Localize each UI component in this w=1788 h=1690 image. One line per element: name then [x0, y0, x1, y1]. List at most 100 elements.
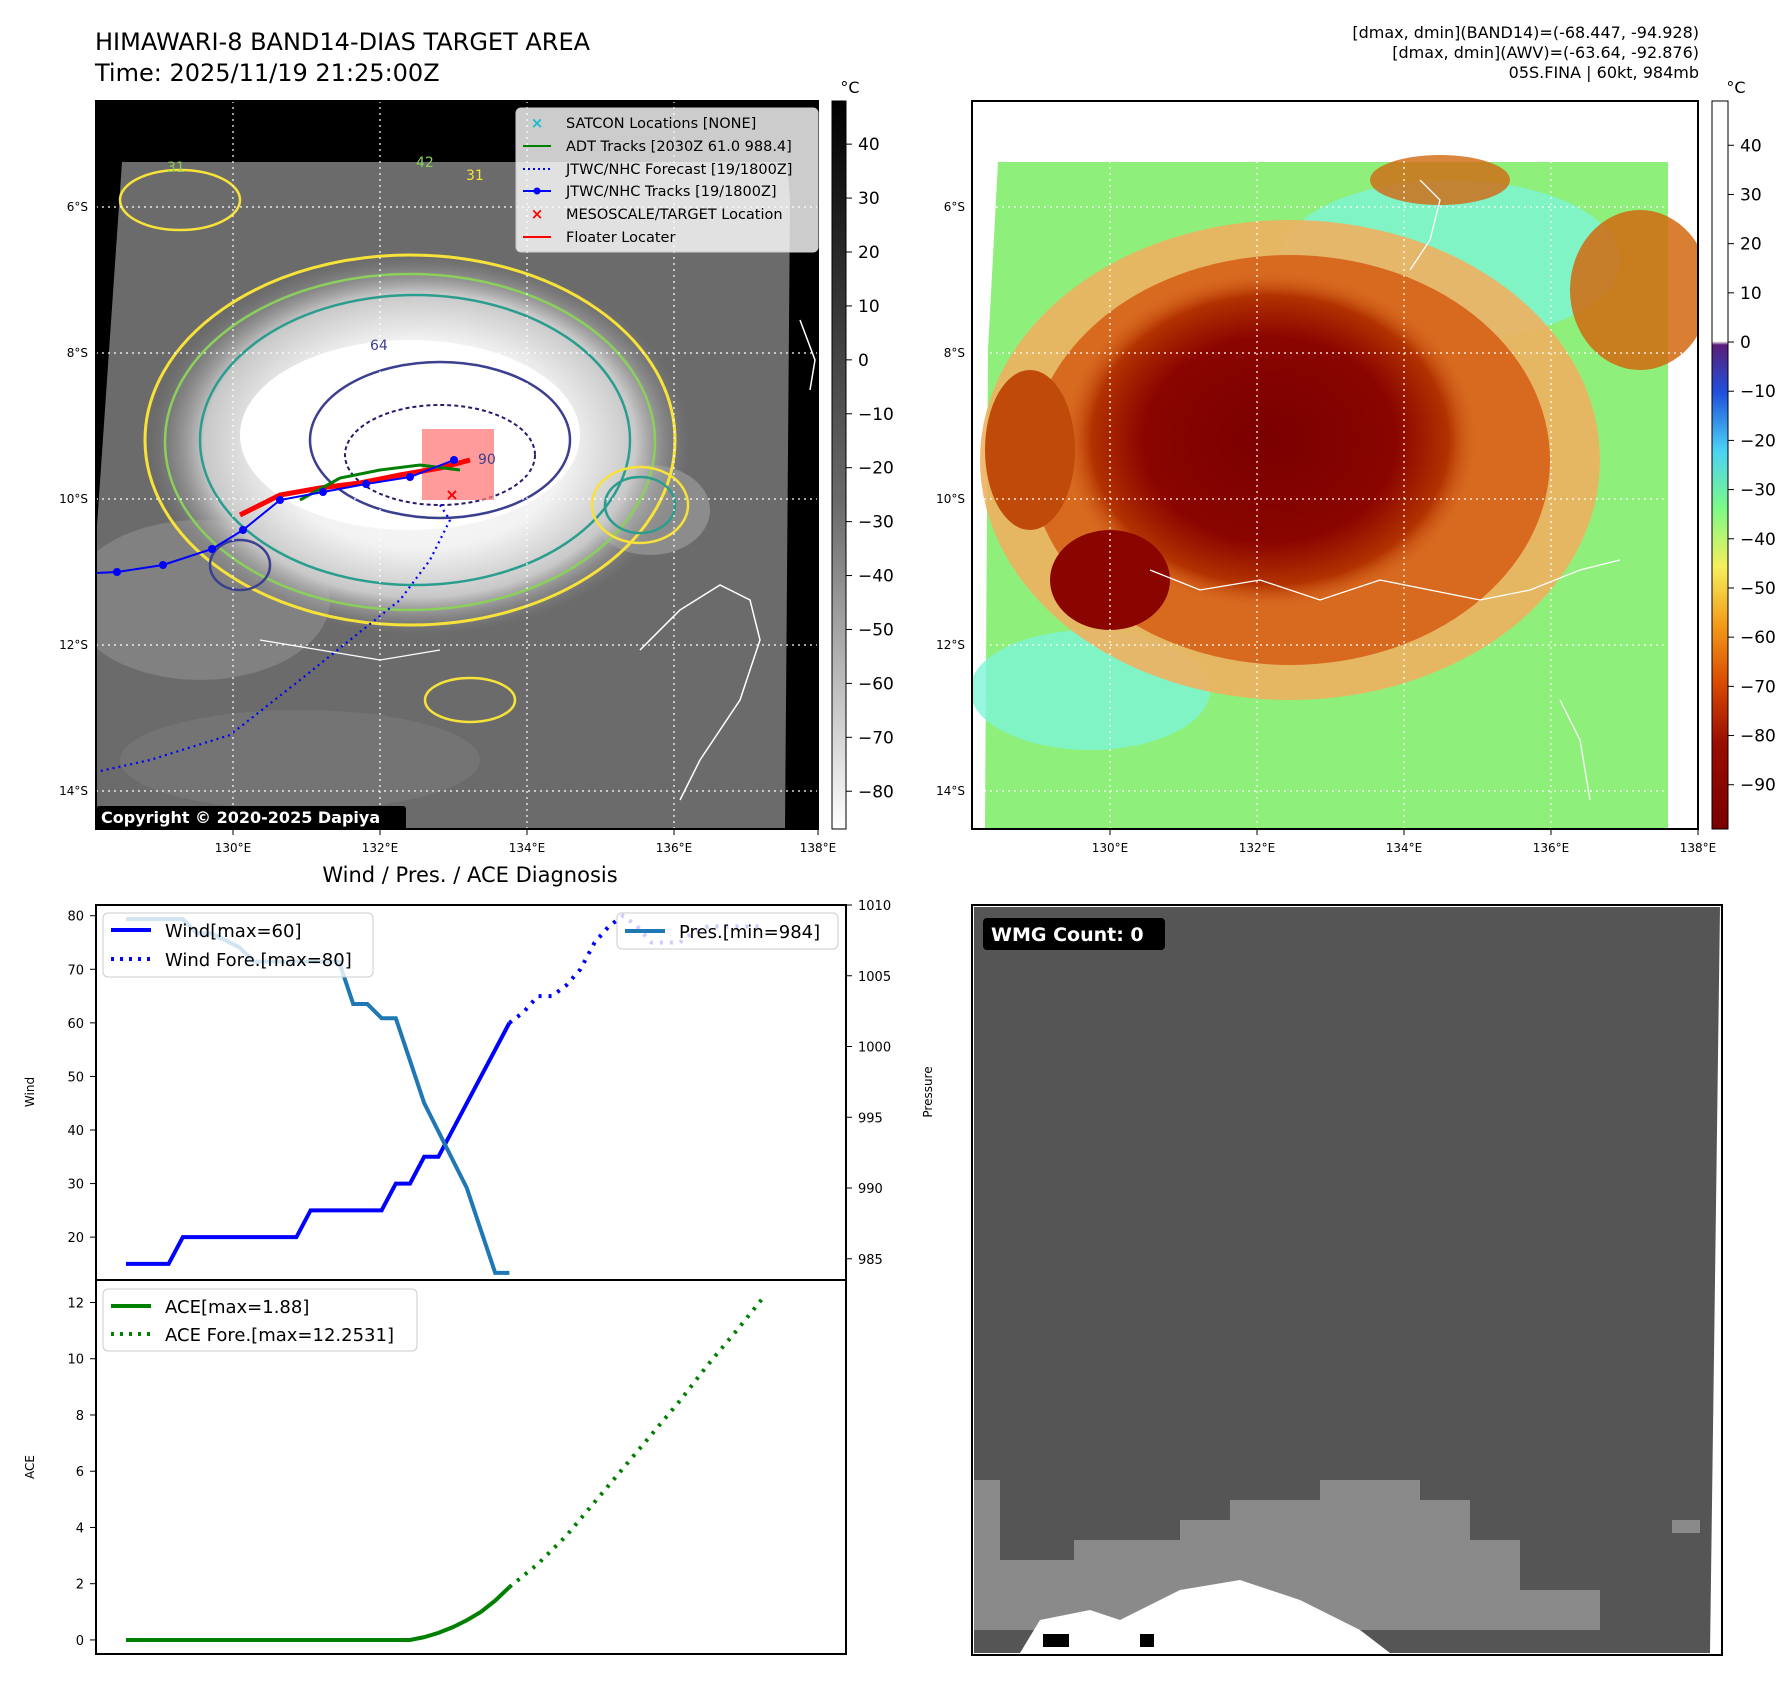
jtwc-best-track	[96, 459, 455, 574]
legend-label: Floater Locater	[566, 230, 675, 246]
ace-tick-label: 2	[76, 1578, 84, 1593]
lon-tick-label: 134°E	[1386, 841, 1423, 855]
contour-label: 31	[466, 168, 484, 184]
color-coastline	[1149, 559, 1621, 601]
colorbar-tick-label: −10	[858, 405, 894, 425]
gray-colorbar: °C 40 30 20 10 0 −10 −20 −30 −40 −50 −60 −70 −80	[831, 78, 894, 830]
ir-lon-labels: 130°E 132°E 134°E 136°E 138°E	[215, 829, 837, 855]
wind-tick-label: 80	[67, 910, 84, 925]
pressure-tick-label: 1005	[858, 970, 891, 985]
copyright-badge	[96, 806, 406, 830]
legend-label: Wind[max=60]	[165, 921, 302, 942]
ace-tick-label: 0	[76, 1634, 84, 1649]
lat-tick-label: 6°S	[67, 200, 88, 214]
pressure-tick-label: 1010	[858, 899, 891, 914]
wind-tick-label: 60	[67, 1017, 84, 1032]
wmg-count-badge	[983, 918, 1165, 950]
copyright-text: Copyright © 2020-2025 Dapiya	[101, 808, 380, 827]
ir-coastline	[639, 584, 761, 801]
ir-contour-teal	[198, 293, 632, 587]
wind-legend: Wind[max=60] Wind Fore.[max=80]	[102, 912, 374, 978]
lat-tick-label: 14°S	[936, 784, 965, 798]
legend-label: Wind Fore.[max=80]	[165, 950, 352, 971]
legend-label: ACE Fore.[max=12.2531]	[165, 1325, 394, 1346]
ace-chart: 12 10 8 6 4 2 0 ACE ACE[max=1.88] ACE Fore.[ma…	[23, 1279, 847, 1655]
colorbar-tick-label: 40	[858, 135, 880, 155]
target-location-marker: ×	[445, 485, 458, 504]
ace-tick-label: 4	[76, 1521, 84, 1536]
colorbar-tick-label: 40	[1740, 136, 1762, 156]
colorbar-tick-label: −60	[858, 674, 894, 694]
wind-axis-label: Wind	[23, 1077, 37, 1107]
wind-pressure-chart: 80 70 60 50 40 30 20 1010 1005 1000 995 990 985 Win…	[23, 899, 935, 1281]
pressure-axis-label: Pressure	[921, 1066, 935, 1117]
adt-track	[299, 463, 461, 502]
colorbar-tick-label: −40	[858, 567, 894, 587]
ir-contour-green	[163, 272, 657, 612]
colorbar-tick-label: −80	[858, 782, 894, 802]
colorbar-tick-label: 0	[1740, 333, 1751, 353]
pressure-tick-label: 995	[858, 1111, 883, 1126]
lat-tick-label: 6°S	[944, 200, 965, 214]
ace-tick-label: 6	[76, 1465, 84, 1480]
jtwc-forecast-track	[96, 504, 452, 774]
wmg-panel: WMG Count: 0	[971, 904, 1723, 1656]
ace-series-line-0	[126, 1585, 511, 1642]
color-map-panel: 130°E 132°E 134°E 136°E 138°E 6°S 8°S 10…	[936, 100, 1717, 855]
info-band14-range: [dmax, dmin](BAND14)=(-68.447, -94.928)	[1352, 23, 1699, 42]
colorbar-tick-label: 0	[858, 351, 869, 371]
color-colorbar-scale	[1711, 100, 1729, 830]
ace-tick-label: 10	[67, 1353, 84, 1368]
colorbar-tick-label: 30	[1740, 185, 1762, 205]
legend-label: MESOSCALE/TARGET Location	[566, 207, 783, 223]
ir-contour-yellow	[143, 253, 677, 627]
lon-tick-label: 138°E	[800, 841, 837, 855]
wind-tick-label: 40	[67, 1124, 84, 1139]
legend-label: Pres.[min=984]	[679, 922, 820, 943]
ir-contour-coldest	[344, 404, 536, 506]
info-storm-status: 05S.FINA | 60kt, 984mb	[1509, 63, 1699, 82]
wmg-count-text: WMG Count: 0	[991, 924, 1144, 946]
colorbar-tick-label: 20	[858, 243, 880, 263]
colorbar-tick-label: −60	[1740, 628, 1776, 648]
lat-tick-label: 12°S	[936, 638, 965, 652]
ace-legend: ACE[max=1.88] ACE Fore.[max=12.2531]	[102, 1288, 418, 1352]
colorbar-tick-label: −10	[1740, 382, 1776, 402]
lat-tick-label: 10°S	[59, 492, 88, 506]
legend-label: ACE[max=1.88]	[165, 1297, 309, 1318]
lat-tick-label: 14°S	[59, 784, 88, 798]
lon-tick-label: 136°E	[1533, 841, 1570, 855]
colorbar-tick-label: −50	[858, 620, 894, 640]
wmg-white-region	[1020, 1580, 1390, 1653]
ace-tick-label: 12	[67, 1296, 84, 1311]
diagnosis-title: Wind / Pres. / ACE Diagnosis	[322, 863, 617, 887]
pressure-tick-label: 985	[858, 1253, 883, 1268]
contour-label: 64	[370, 338, 388, 354]
contour-label: 42	[416, 155, 434, 171]
colorbar-tick-label: −50	[1740, 579, 1776, 599]
color-colorbar-unit: °C	[1726, 78, 1745, 97]
lon-tick-label: 138°E	[1680, 841, 1717, 855]
lon-tick-label: 132°E	[362, 841, 399, 855]
wmg-gray-region	[974, 1480, 1600, 1630]
figure-time: Time: 2025/11/19 21:25:00Z	[94, 59, 440, 87]
colorbar-tick-label: 10	[1740, 284, 1762, 304]
legend-label: JTWC/NHC Tracks [19/1800Z]	[565, 184, 777, 200]
colorbar-tick-label: 20	[1740, 235, 1762, 255]
info-awv-range: [dmax, dmin](AWV)=(-63.64, -92.876)	[1392, 43, 1699, 62]
ace-tick-label: 8	[76, 1409, 84, 1424]
ir-contour-navy	[308, 360, 572, 520]
legend-label: JTWC/NHC Forecast [19/1800Z]	[565, 162, 792, 178]
lon-tick-label: 130°E	[215, 841, 252, 855]
ir-map-panel: × 31 42 31 64 90 × × SATCON Locations [N…	[59, 100, 837, 855]
colorbar-tick-label: 30	[858, 189, 880, 209]
colorbar-tick-label: −70	[1740, 677, 1776, 697]
ace-axis-label: ACE	[23, 1455, 37, 1479]
pressure-tick-label: 990	[858, 1182, 883, 1197]
colorbar-tick-label: −30	[1740, 481, 1776, 501]
colorbar-tick-label: −20	[858, 459, 894, 479]
lon-tick-label: 130°E	[1092, 841, 1129, 855]
figure-title: HIMAWARI-8 BAND14-DIAS TARGET AREA	[95, 28, 591, 56]
colorbar-tick-label: −30	[858, 513, 894, 533]
lon-tick-label: 136°E	[656, 841, 693, 855]
